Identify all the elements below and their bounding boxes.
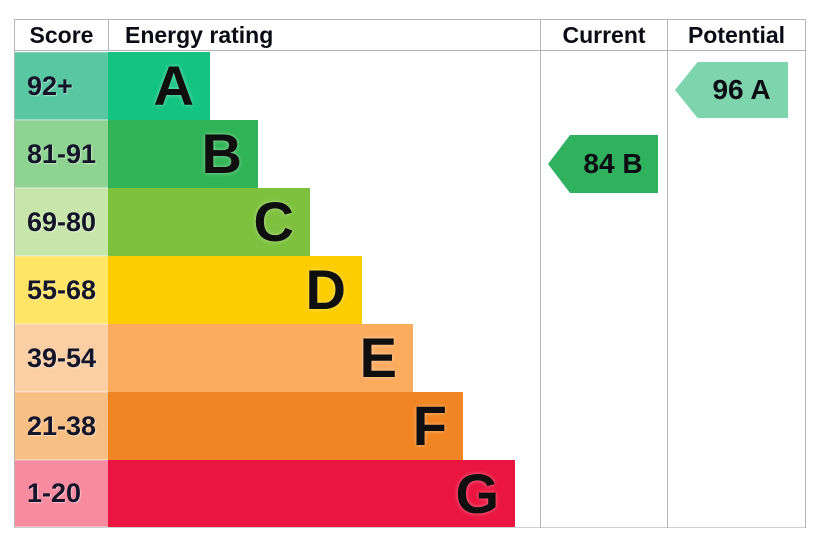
band-row-e: 39-54 E — [15, 324, 413, 392]
rating-letter: F — [412, 394, 447, 457]
score-range-label: 55-68 — [27, 274, 97, 305]
energy-rating-column-header: Energy rating — [125, 22, 274, 48]
score-cell: 1-20 — [15, 460, 108, 527]
score-range-label: 69-80 — [27, 206, 97, 237]
score-cell: 39-54 — [15, 324, 108, 392]
score-range-label: 81-91 — [27, 138, 97, 169]
band-row-f: 21-38 F — [15, 392, 463, 460]
band-row-b: 81-91 B — [15, 120, 258, 188]
band-row-c: 69-80 C — [15, 188, 310, 256]
band-row-a: 92+ A — [15, 52, 210, 120]
current-rating-label: 84 B — [583, 148, 643, 179]
header-underline — [14, 50, 806, 51]
score-column-header: Score — [29, 22, 94, 48]
table-top-border — [14, 19, 806, 20]
rating-bar-g: G — [108, 460, 515, 527]
rating-letter: B — [201, 122, 242, 185]
rating-letter: A — [153, 54, 194, 117]
rating-letter: D — [305, 258, 346, 321]
table-left-border — [14, 19, 15, 528]
band-row-d: 55-68 D — [15, 256, 362, 324]
potential-rating-label: 96 A — [712, 74, 771, 105]
rating-bar-c: C — [108, 188, 310, 256]
score-range-label: 21-38 — [27, 410, 97, 441]
score-column-divider — [108, 19, 109, 51]
rating-bar-a: A — [108, 52, 210, 120]
rating-bar-b: B — [108, 120, 258, 188]
potential-column-divider — [667, 19, 668, 528]
score-range-label: 39-54 — [27, 342, 97, 373]
rating-bar-f: F — [108, 392, 463, 460]
rating-bar-e: E — [108, 324, 413, 392]
rating-letter: G — [455, 461, 499, 525]
table-bottom-border — [14, 527, 806, 528]
score-cell: 81-91 — [15, 120, 108, 188]
current-column-divider — [540, 19, 541, 528]
band-row-g: 1-20 G — [15, 460, 515, 527]
table-right-border — [805, 19, 806, 528]
score-cell: 55-68 — [15, 256, 108, 324]
rating-letter: C — [253, 190, 294, 253]
score-cell: 21-38 — [15, 392, 108, 460]
score-range-label: 92+ — [27, 70, 73, 101]
potential-column-header: Potential — [687, 22, 786, 48]
score-range-label: 1-20 — [27, 478, 82, 508]
current-rating-arrow: 84 B — [548, 135, 658, 193]
rating-bar-d: D — [108, 256, 362, 324]
rating-letter: E — [359, 326, 397, 389]
current-column-header: Current — [562, 22, 646, 48]
score-cell: 69-80 — [15, 188, 108, 256]
potential-rating-arrow: 96 A — [675, 62, 788, 118]
score-cell: 92+ — [15, 52, 108, 120]
